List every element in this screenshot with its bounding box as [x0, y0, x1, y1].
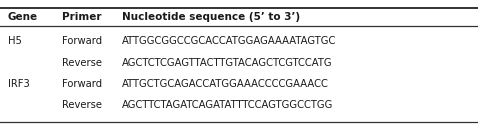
Text: H5: H5	[8, 36, 22, 46]
Text: IRF3: IRF3	[8, 79, 30, 89]
Text: ATTGCTGCAGACCATGGAAACCCCGAAACC: ATTGCTGCAGACCATGGAAACCCCGAAACC	[122, 79, 329, 89]
Text: ATTGGCGGCCGCACCATGGAGAAAATAGTGC: ATTGGCGGCCGCACCATGGAGAAAATAGTGC	[122, 36, 337, 46]
Text: Reverse: Reverse	[62, 101, 102, 111]
Text: Reverse: Reverse	[62, 57, 102, 68]
Text: Nucleotide sequence (5’ to 3’): Nucleotide sequence (5’ to 3’)	[122, 12, 300, 22]
Text: AGCTTCTAGATCAGATATTTCCAGTGGCCTGG: AGCTTCTAGATCAGATATTTCCAGTGGCCTGG	[122, 101, 333, 111]
Text: Forward: Forward	[62, 79, 102, 89]
Text: Gene: Gene	[8, 12, 38, 22]
Text: Primer: Primer	[62, 12, 101, 22]
Text: Forward: Forward	[62, 36, 102, 46]
Text: AGCTCTCGAGTTACTTGTACAGCTCGTCCATG: AGCTCTCGAGTTACTTGTACAGCTCGTCCATG	[122, 57, 333, 68]
